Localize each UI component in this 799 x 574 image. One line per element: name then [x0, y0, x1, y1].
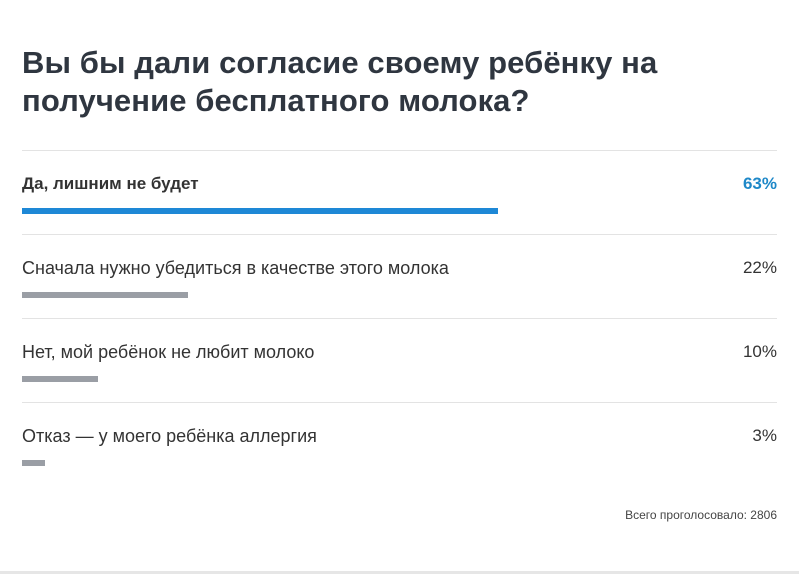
poll-question: Вы бы дали согласие своему ребёнку на по… — [22, 45, 658, 118]
option-percent: 22% — [742, 258, 777, 277]
option-percent: 10% — [742, 342, 777, 361]
option-label: Сначала нужно убедиться в качестве этого… — [22, 258, 449, 278]
result-bar — [22, 460, 45, 466]
result-bar-track — [22, 208, 777, 214]
poll-widget: Вы бы дали согласие своему ребёнку на по… — [22, 0, 777, 486]
total-votes: Всего проголосовало: 2806 — [625, 508, 777, 522]
result-bar-track — [22, 292, 777, 298]
result-bar — [22, 376, 98, 382]
poll-option-no[interactable]: Нет, мой ребёнок не любит молоко 10% — [22, 319, 777, 403]
poll-option-allergy[interactable]: Отказ — у моего ребёнка аллергия 3% — [22, 403, 777, 486]
option-label: Нет, мой ребёнок не любит молоко — [22, 342, 315, 362]
result-bar-track — [22, 460, 777, 466]
poll-option-check-quality[interactable]: Сначала нужно убедиться в качестве этого… — [22, 235, 777, 319]
result-bar — [22, 292, 189, 298]
bottom-divider — [0, 571, 799, 574]
result-bar — [22, 208, 498, 214]
option-label: Отказ — у моего ребёнка аллергия — [22, 426, 317, 446]
option-label: Да, лишним не будет — [22, 174, 199, 193]
option-percent: 3% — [752, 426, 777, 445]
option-percent: 63% — [742, 174, 777, 193]
poll-options: Да, лишним не будет 63% Сначала нужно уб… — [22, 150, 777, 486]
result-bar-track — [22, 376, 777, 382]
poll-option-yes[interactable]: Да, лишним не будет 63% — [22, 151, 777, 235]
